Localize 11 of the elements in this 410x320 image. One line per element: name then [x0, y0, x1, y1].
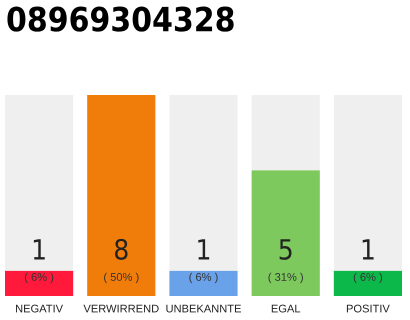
x-tick-label: POSITIV	[346, 304, 390, 312]
data-label: 8 ( 50% )	[104, 238, 139, 284]
x-tick-label: UNBEKANNTE	[166, 304, 241, 312]
data-label: 1 ( 6% )	[354, 239, 382, 284]
data-label: 5 ( 31% )	[268, 239, 303, 284]
x-tick-label: VERWIRREND	[83, 304, 159, 312]
chart-title: 08969304328	[7, 6, 234, 32]
x-tick-label: NEGATIV	[16, 304, 64, 312]
x-tick-label: EGAL	[272, 304, 300, 312]
data-label: 1 ( 6% )	[189, 239, 218, 284]
data-label: 1 ( 6% )	[24, 239, 54, 284]
